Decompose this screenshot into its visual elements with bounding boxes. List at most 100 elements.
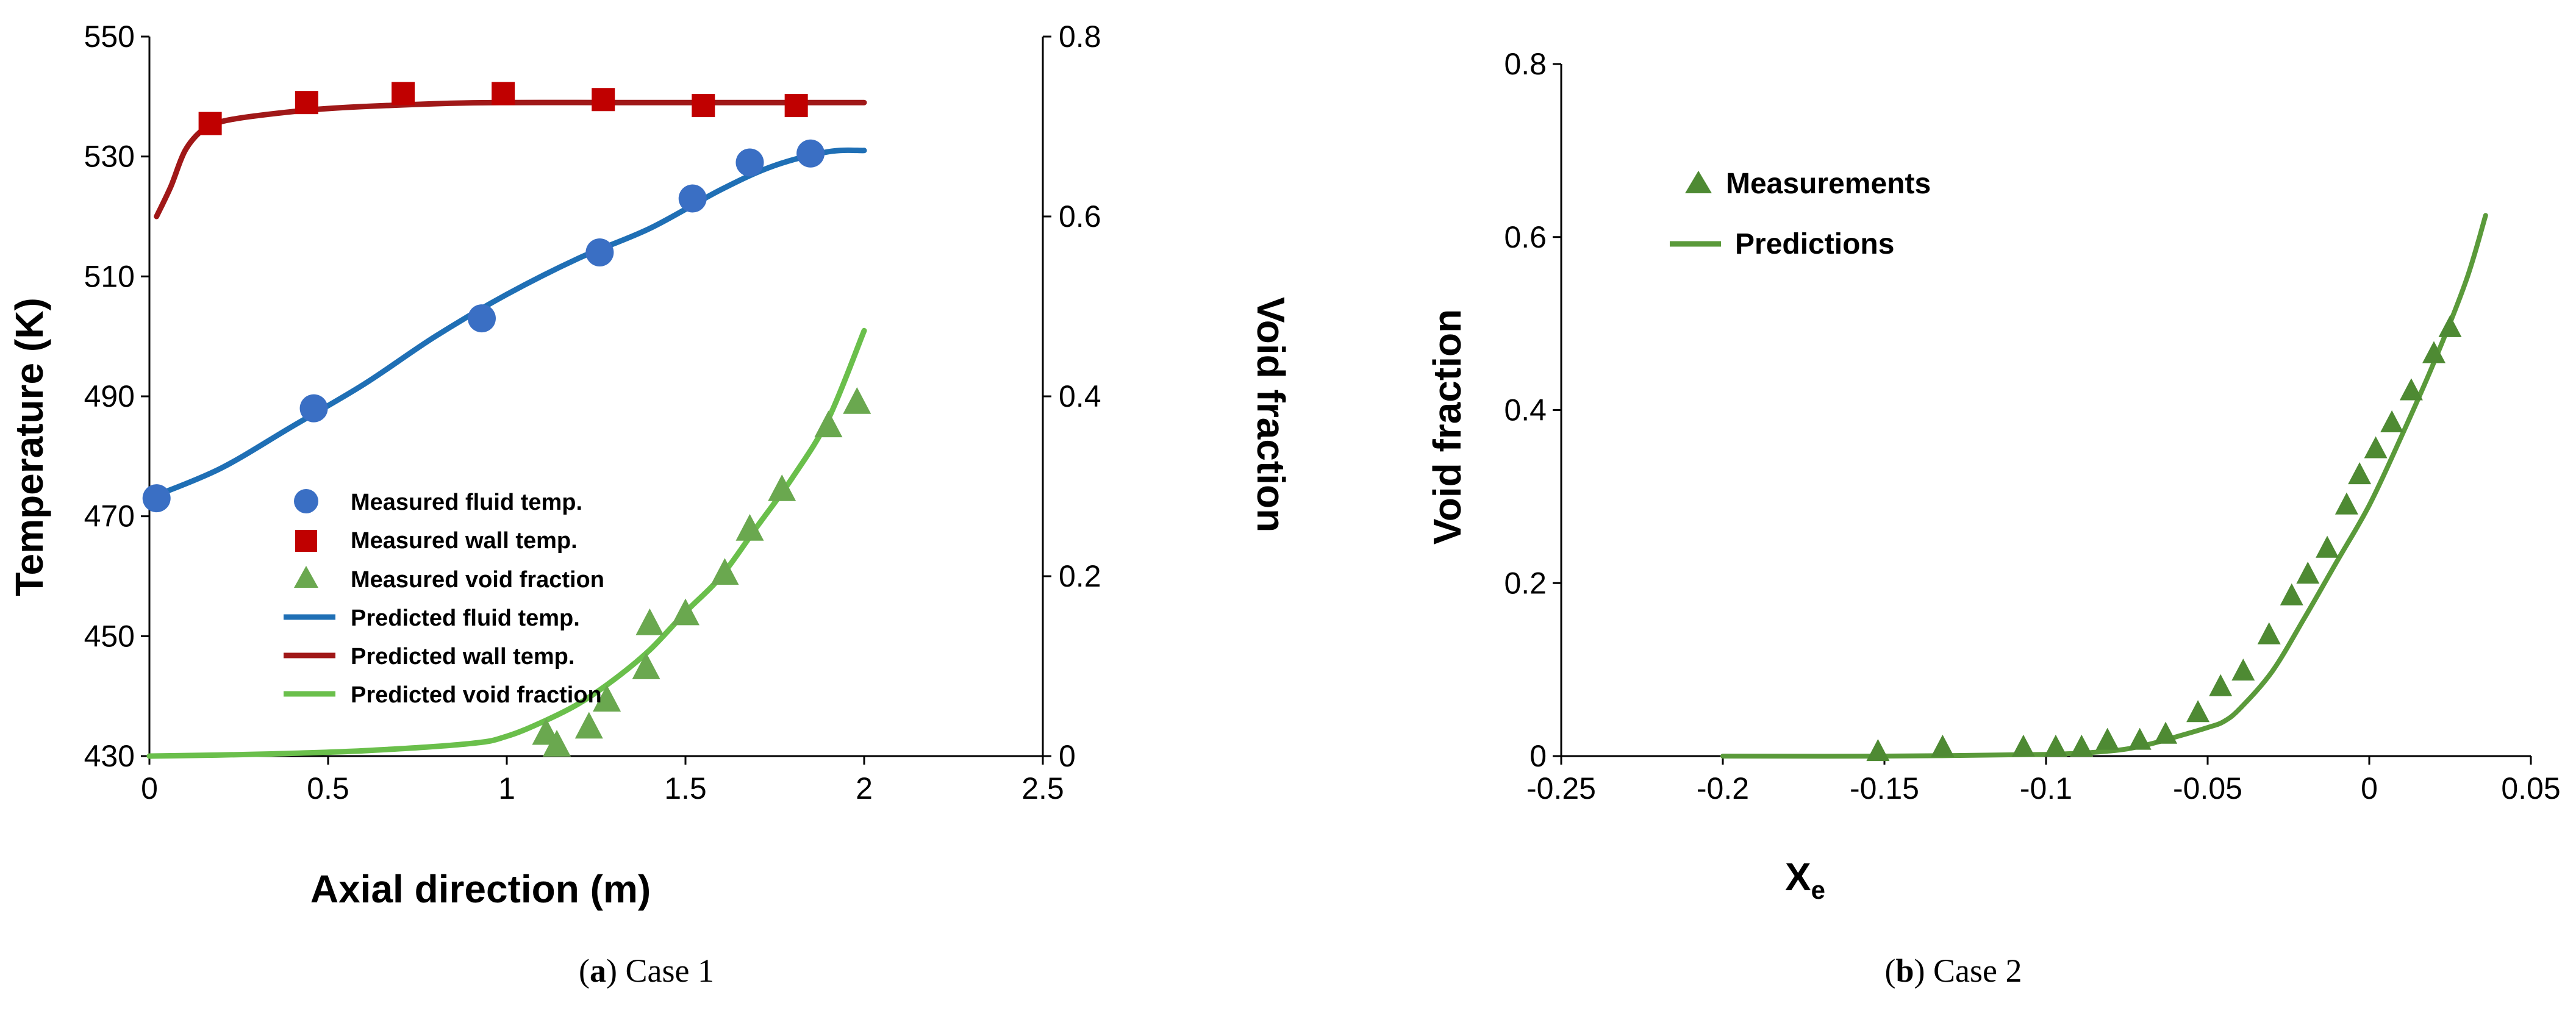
measurement-point	[2095, 727, 2119, 750]
predictions-line	[1720, 213, 2488, 759]
case-2-ytick-label: 0.8	[1504, 47, 1547, 81]
case-1-ytick-label: 550	[84, 20, 135, 54]
measured-void-point	[814, 410, 843, 438]
case-2-xtick-label: -0.05	[2173, 771, 2242, 805]
case-1-ytick-label: 530	[84, 140, 135, 174]
measurement-point	[2334, 492, 2358, 515]
legend-label-predicted-fluid: Predicted fluid temp.	[351, 605, 580, 631]
case-1-y2tick-label: 0	[1059, 739, 1076, 773]
measured-wall-point	[492, 82, 515, 105]
measured-void-point	[768, 474, 796, 501]
predicted-void-line	[146, 327, 867, 759]
measurement-point	[2186, 700, 2210, 723]
measured-fluid-point	[735, 148, 764, 177]
measurement-point	[2044, 734, 2067, 757]
case-1-y2tick-label: 0.8	[1059, 20, 1101, 54]
case-1-xtick-label: 0.5	[307, 771, 349, 805]
measured-wall-point	[592, 88, 615, 112]
legend-label-predicted-wall: Predicted wall temp.	[351, 644, 574, 669]
case-1-ylabel: Temperature (K)	[7, 298, 51, 596]
measured-wall-point	[198, 112, 222, 135]
legend-marker-measured-fluid	[294, 489, 318, 513]
legend-label-measured-wall: Measured wall temp.	[351, 528, 578, 554]
measured-void-point	[635, 608, 664, 635]
case-2-ytick-label: 0.6	[1504, 220, 1547, 254]
case-1-xtick-label: 1.5	[664, 771, 707, 805]
case-1-y2tick-label: 0.2	[1059, 559, 1101, 593]
measured-fluid-point	[796, 139, 825, 168]
measurement-point	[2438, 315, 2462, 337]
case-2-axes	[1560, 64, 2531, 757]
measurement-point	[2399, 378, 2423, 401]
legend-label-predicted-void: Predicted void fraction	[351, 682, 602, 708]
measurement-point	[2280, 583, 2303, 605]
measured-wall-point	[392, 82, 415, 105]
measurement-point	[2070, 734, 2094, 757]
measurement-point	[2380, 410, 2404, 432]
measurement-point	[2209, 674, 2233, 696]
measured-void-point	[710, 558, 739, 585]
measurement-point	[2364, 436, 2388, 459]
case-2-ytick-label: 0	[1530, 739, 1547, 773]
case-1-ylabel2: Void fraction	[1249, 297, 1293, 532]
legend-marker-measured-void	[294, 566, 318, 588]
measurement-point	[2231, 659, 2255, 681]
measured-fluid-point	[585, 238, 614, 266]
predicted-wall-line	[154, 99, 867, 220]
case-1-y2tick-label: 0.6	[1059, 199, 1101, 234]
measured-fluid-point	[678, 184, 707, 213]
measured-void-point	[671, 598, 699, 626]
measured-wall-point	[784, 94, 808, 118]
case-1-xtick-label: 2.5	[1021, 771, 1064, 805]
measured-void-point	[632, 652, 660, 679]
case-2-xlabel: Xe	[1785, 855, 1825, 904]
case-1-xlabel: Axial direction (m)	[310, 867, 651, 911]
measured-void-point	[843, 387, 871, 414]
measurement-point	[2316, 535, 2339, 558]
measured-void-point	[735, 514, 764, 541]
measured-wall-point	[295, 91, 318, 115]
case-2-ytick-label: 0.2	[1504, 566, 1547, 600]
measured-void-point	[593, 685, 621, 712]
measurement-point	[2011, 734, 2035, 757]
case-2-ylabel: Void fraction	[1425, 309, 1469, 544]
case-1-xtick-label: 2	[856, 771, 873, 805]
legend-marker-measured-wall	[295, 530, 317, 552]
case-2-xtick-label: -0.25	[1526, 771, 1596, 805]
case-2-xtick-label: -0.1	[2020, 771, 2072, 805]
measurement-point	[2296, 562, 2320, 584]
legend-label-measurements: Measurements	[1726, 168, 1931, 200]
measured-fluid-point	[142, 484, 171, 513]
measurement-point	[2348, 462, 2372, 485]
case-1-ytick-label: 490	[84, 379, 135, 413]
case-1-y2tick-label: 0.4	[1059, 379, 1101, 413]
caption-case-2: (b) Case 2	[1885, 952, 2022, 989]
case-1-ytick-label: 510	[84, 259, 135, 293]
case-2-xtick-label: 0.05	[2501, 771, 2560, 805]
case-1-axes	[148, 37, 1044, 757]
measurement-point	[1866, 739, 1890, 762]
case-1-legend: Measured fluid temp. Measured wall temp.…	[284, 489, 604, 708]
case-2-ytick-label: 0.4	[1504, 393, 1547, 427]
case-1-ytick-label: 430	[84, 739, 135, 773]
case-2-legend: Measurements Predictions	[1670, 168, 1931, 260]
measurement-point	[1931, 734, 1955, 757]
measured-wall-point	[692, 94, 715, 118]
measurement-point	[2128, 727, 2152, 750]
case-2-xtick-label: -0.15	[1850, 771, 1919, 805]
measurement-point	[2257, 622, 2281, 644]
chart-case-2: 0 0.2 0.4 0.6 0.8 -0.25 -0.2 -0.15 -0.1 -0.05 0 0.…	[1425, 47, 2561, 904]
legend-label-predictions: Predictions	[1735, 228, 1894, 260]
measured-fluid-point	[467, 304, 496, 333]
measured-fluid-point	[299, 394, 328, 423]
predicted-fluid-line	[154, 147, 867, 498]
legend-marker-measurements	[1685, 171, 1712, 193]
legend-label-measured-void: Measured void fraction	[351, 567, 604, 593]
case-1-xtick-label: 0	[141, 771, 158, 805]
chart-case-1: 430 450 470 490 510 530 550 0 0.2 0.4 0.6 0.8 0 0.5…	[7, 20, 1293, 911]
case-2-xtick-label: 0	[2361, 771, 2378, 805]
caption-case-1: (a) Case 1	[579, 952, 714, 989]
measurement-point	[2422, 341, 2445, 363]
measured-void-point	[574, 712, 603, 739]
